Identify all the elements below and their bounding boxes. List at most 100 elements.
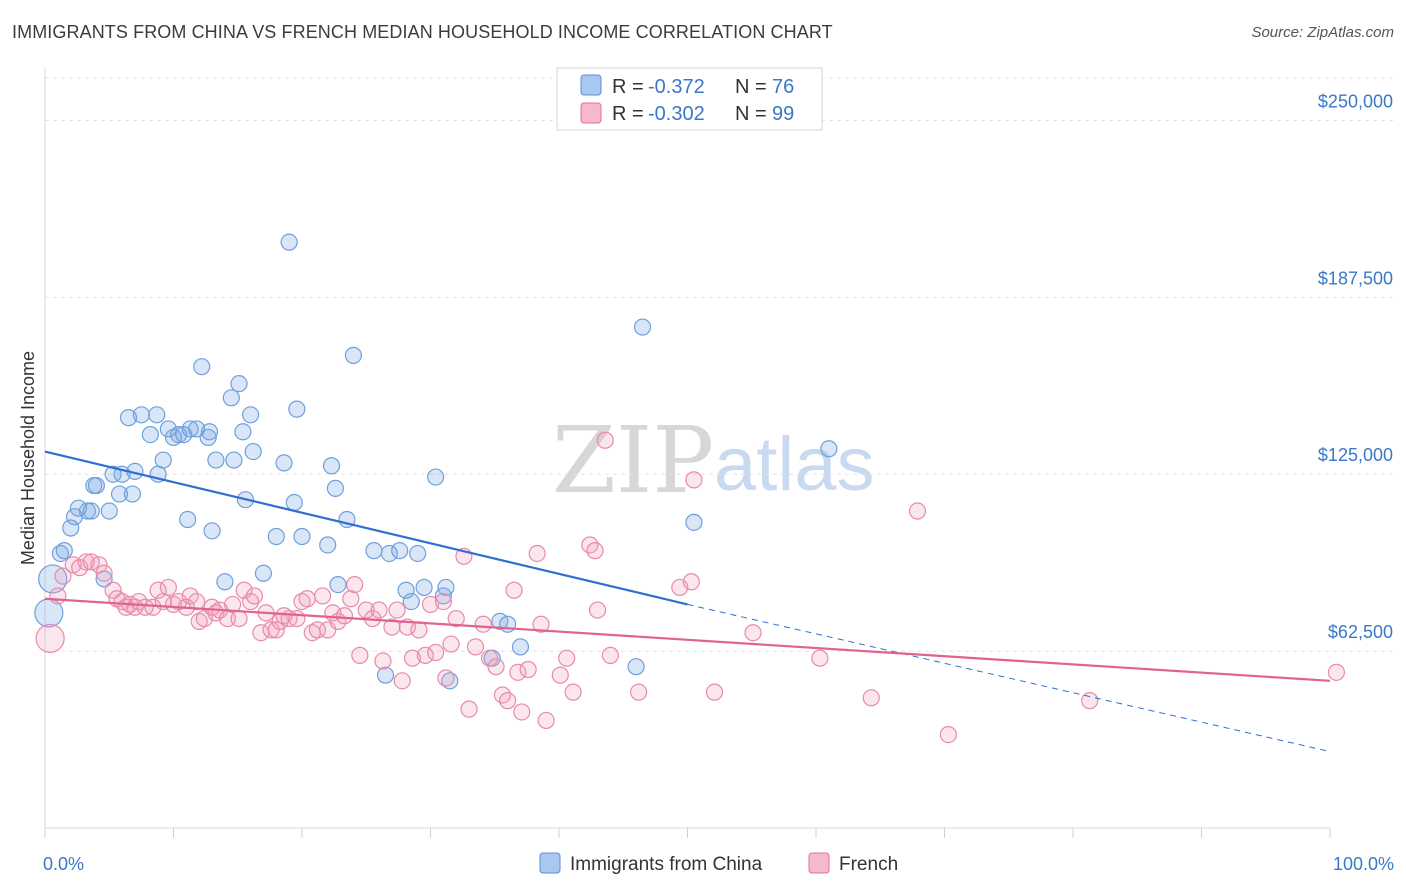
scatter-point xyxy=(288,609,306,628)
scatter-point xyxy=(402,592,420,611)
scatter-point xyxy=(90,556,108,574)
scatter-point xyxy=(224,595,242,614)
scatter-point xyxy=(234,423,252,441)
scatter-point xyxy=(466,638,485,656)
scatter-point xyxy=(123,485,141,503)
scatter-point xyxy=(188,420,206,438)
trend-line xyxy=(44,450,688,606)
scatter-point xyxy=(410,621,428,639)
scatter-point xyxy=(190,612,208,630)
scatter-point xyxy=(391,542,409,560)
scatter-point xyxy=(35,623,65,653)
scatter-point xyxy=(199,428,217,447)
legend-series: Immigrants from China French xyxy=(539,852,898,875)
legend-n-value-china: 76 xyxy=(772,76,794,98)
scatter-point xyxy=(55,542,73,560)
y-axis-label: Median Household Income xyxy=(18,351,38,565)
scatter-point xyxy=(288,400,306,418)
scatter-point xyxy=(200,423,219,441)
scatter-point xyxy=(862,689,880,707)
y-tick-label: $187,500 xyxy=(1318,268,1393,288)
scatter-point xyxy=(1081,692,1099,710)
scatter-point xyxy=(100,502,118,520)
scatter-point xyxy=(437,669,455,687)
scatter-point xyxy=(293,592,311,611)
scatter-point xyxy=(319,536,337,554)
scatter-point xyxy=(49,587,67,605)
scatter-point xyxy=(148,406,166,424)
scatter-point xyxy=(346,576,364,594)
legend-r-value-china: -0.372 xyxy=(648,76,705,98)
scatter-point xyxy=(427,468,445,486)
x-tick-label-min: 0.0% xyxy=(43,854,84,874)
scatter-point xyxy=(1327,663,1346,681)
scatter-point xyxy=(499,692,517,710)
scatter-point xyxy=(154,451,172,469)
scatter-point xyxy=(293,527,311,546)
scatter-point xyxy=(267,527,285,546)
watermark-atlas: atlas xyxy=(714,422,875,507)
scatter-point xyxy=(434,592,452,611)
scatter-point xyxy=(285,493,303,512)
scatter-point xyxy=(365,542,383,560)
scatter-point xyxy=(104,465,122,483)
scatter-point xyxy=(357,601,375,619)
scatter-point xyxy=(230,375,248,393)
legend-swatch-china xyxy=(580,74,602,96)
legend-series-swatch-french xyxy=(808,852,830,874)
scatter-point xyxy=(159,420,177,438)
legend-r-label-french: R = xyxy=(612,103,644,125)
scatter-point xyxy=(164,595,183,614)
scatter-point xyxy=(460,700,478,718)
y-tick-label: $250,000 xyxy=(1318,91,1393,111)
trend-lines xyxy=(44,450,1331,753)
scatter-point xyxy=(513,703,531,721)
scatter-point xyxy=(939,726,957,744)
scatter-point xyxy=(104,581,122,599)
scatter-point xyxy=(335,607,354,625)
scatter-point xyxy=(267,621,285,639)
scatter-point xyxy=(322,457,341,475)
scatter-point xyxy=(351,646,369,664)
scatter-point xyxy=(811,649,829,667)
scatter-point xyxy=(558,649,576,667)
scatter-point xyxy=(509,663,527,681)
scatter-point xyxy=(393,672,411,690)
scatter-point xyxy=(487,658,505,676)
scatter-point xyxy=(242,406,260,424)
scatter-point xyxy=(588,601,607,619)
scatter-point xyxy=(705,683,724,701)
scatter-point xyxy=(564,683,582,701)
scatter-point xyxy=(415,578,433,597)
legend-n-label-china: N = xyxy=(735,76,767,98)
legend-r-value-french: -0.302 xyxy=(648,103,705,125)
scatter-point xyxy=(164,428,183,447)
scatter-point xyxy=(216,573,234,591)
legend-n-label-french: N = xyxy=(735,103,767,125)
scatter-point xyxy=(159,578,177,597)
chart-title: IMMIGRANTS FROM CHINA VS FRENCH MEDIAN H… xyxy=(12,22,833,42)
scatter-point xyxy=(254,564,273,582)
scatter-point xyxy=(370,601,388,619)
scatter-point xyxy=(447,609,465,628)
scatter-point xyxy=(225,451,243,469)
scatter-point xyxy=(474,615,492,633)
scatter-point xyxy=(630,683,648,701)
scatter-point xyxy=(62,519,80,537)
scatter-point xyxy=(685,513,703,531)
scatter-point xyxy=(820,440,838,458)
scatter-point xyxy=(499,615,517,633)
scatter-point xyxy=(537,711,555,730)
legend-series-name-china: Immigrants from China xyxy=(570,854,763,875)
scatter-point xyxy=(427,643,445,662)
y-tick-label: $125,000 xyxy=(1318,445,1393,465)
scatter-point xyxy=(326,479,345,497)
scatter-point xyxy=(416,646,434,664)
chart-source: Source: ZipAtlas.com xyxy=(1251,24,1394,41)
scatter-point xyxy=(193,358,211,376)
scatter-point xyxy=(442,635,460,653)
scatter-point xyxy=(95,564,113,582)
scatter-point xyxy=(78,502,97,520)
scatter-point xyxy=(376,666,395,684)
